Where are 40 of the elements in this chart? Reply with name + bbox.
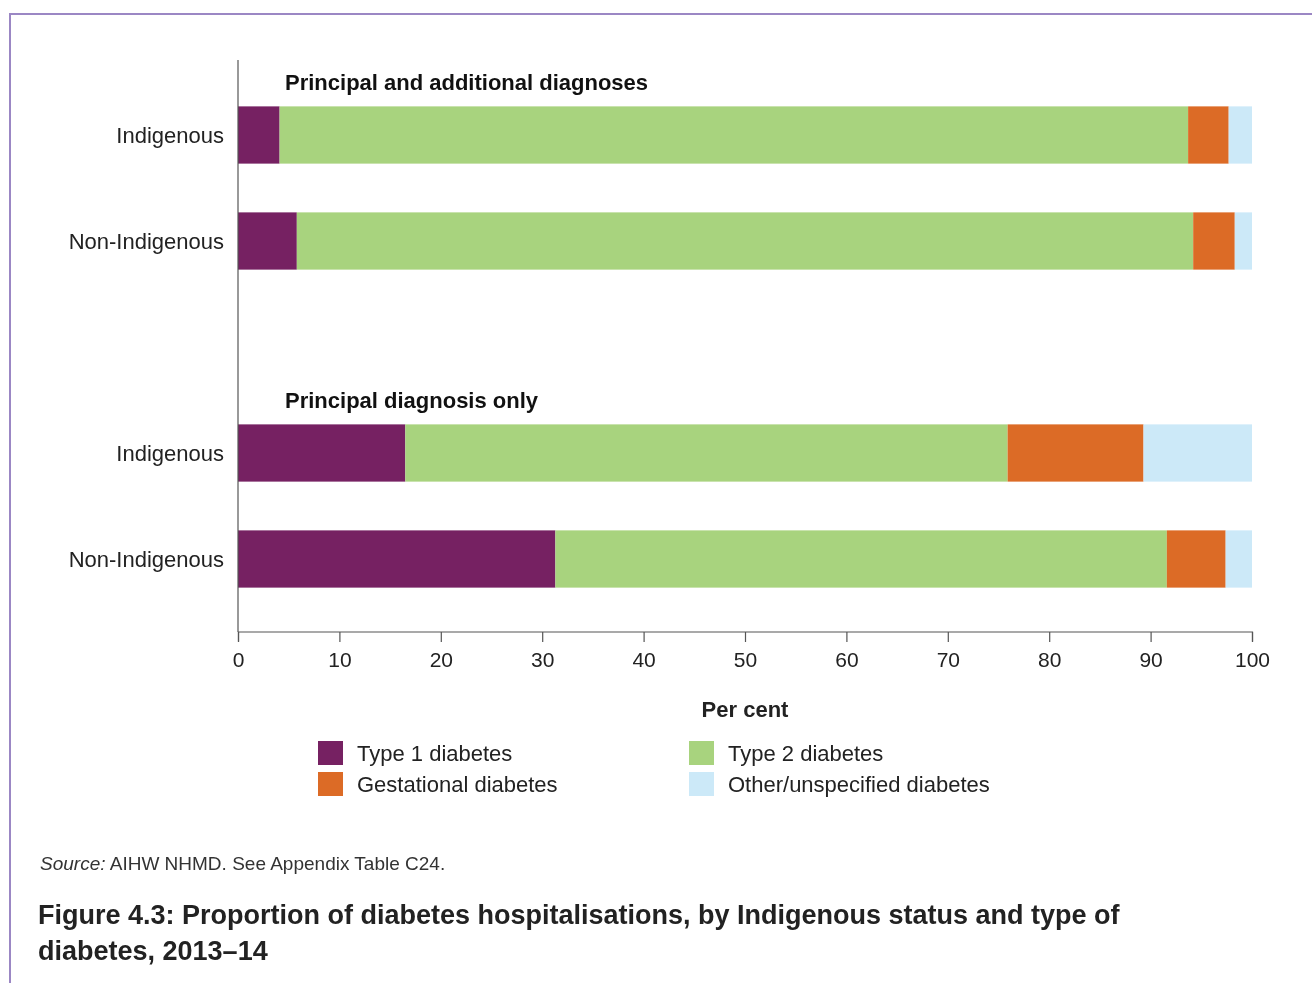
x-tick-label: 80: [1038, 647, 1062, 671]
x-tick-label: 70: [936, 647, 960, 671]
bar: [1225, 530, 1252, 588]
x-tick-label: 100: [1234, 647, 1271, 671]
bar: [238, 212, 297, 270]
x-tick-label: 0: [232, 647, 245, 671]
legend-label: Type 2 diabetes: [728, 740, 884, 766]
y-tick-label: Indigenous: [116, 122, 224, 148]
text: Figure 4.3: Proportion of diabetes hospitalisations, by Indigenous status and type of diabetes, 2013–14: [38, 900, 1121, 966]
bar: [1007, 424, 1144, 482]
bar: [1193, 212, 1235, 270]
y-tick-label: Non-Indigenous: [68, 546, 224, 572]
bar: [1234, 212, 1252, 270]
bar: [555, 530, 1167, 588]
y-tick-label: Indigenous: [116, 440, 224, 466]
bar: [296, 212, 1194, 270]
bar: [1166, 530, 1226, 588]
bar: [405, 424, 1008, 482]
x-tick-label: 90: [1139, 647, 1163, 671]
bar: [279, 106, 1189, 164]
x-tick-label: 20: [429, 647, 453, 671]
legend-label: Other/unspecified diabetes: [728, 771, 990, 797]
legend-label: Type 1 diabetes: [357, 740, 513, 766]
annotation: Principal diagnosis only: [285, 388, 539, 414]
source-note: Source: AIHW NHMD. See Appendix Table C24.: [40, 853, 446, 874]
x-tick-label: 60: [835, 647, 859, 671]
bar: [238, 424, 406, 482]
bar: [238, 106, 280, 164]
bar: [1188, 106, 1229, 164]
y-tick-label: Non-Indigenous: [68, 228, 224, 254]
x-tick-label: 50: [733, 647, 758, 671]
bar: [1228, 106, 1252, 164]
x-tick-label: 40: [632, 647, 656, 671]
x-tick-label: 30: [531, 647, 555, 671]
x-tick-label: 10: [328, 647, 352, 671]
bar: [238, 530, 556, 588]
x-axis-title: Per cent: [701, 697, 790, 722]
bar: [1143, 424, 1252, 482]
annotation: Principal and additional diagnoses: [285, 70, 649, 96]
legend-label: Gestational diabetes: [357, 771, 558, 797]
